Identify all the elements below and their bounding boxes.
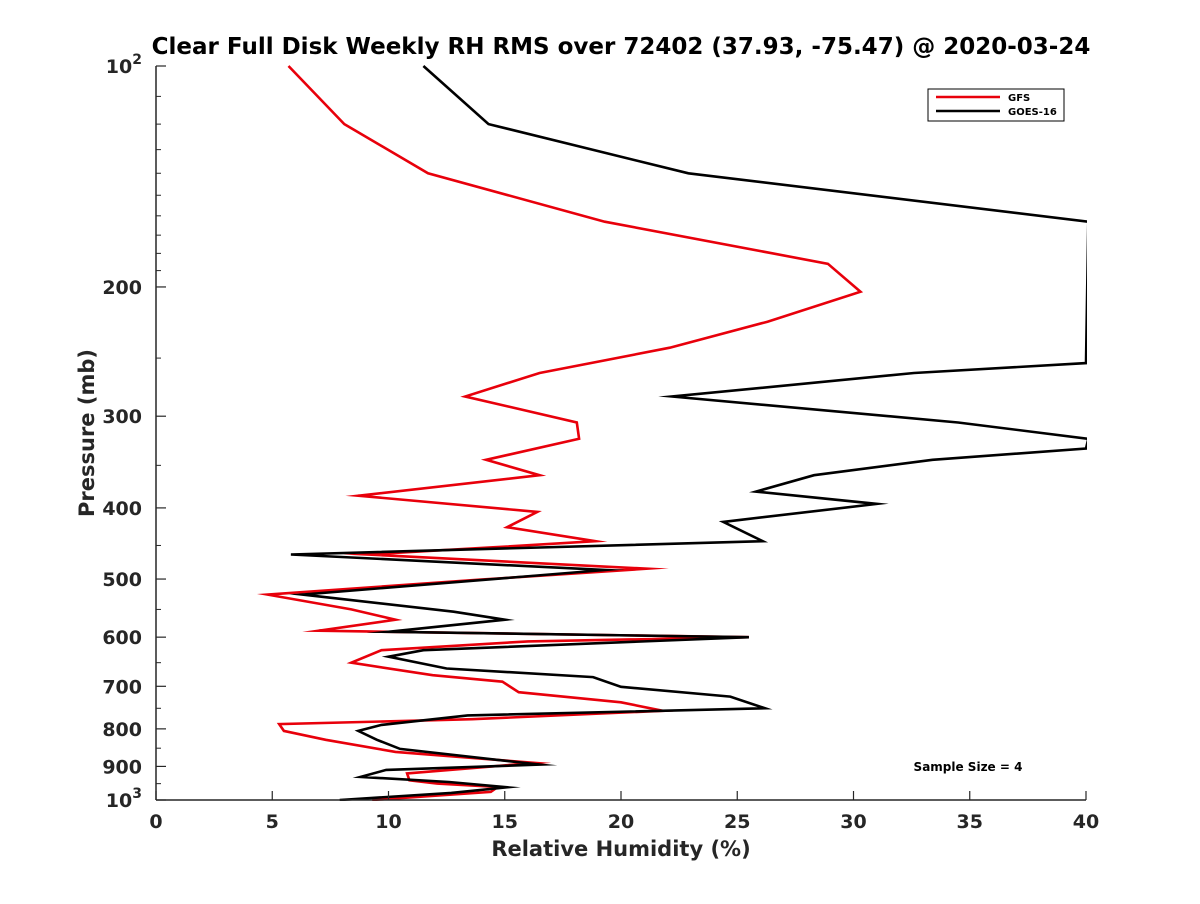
y-tick-label: 300 xyxy=(102,406,142,428)
x-tick-label: 40 xyxy=(1073,811,1099,833)
series-line-gfs xyxy=(256,65,864,801)
y-axis-label: Pressure (mb) xyxy=(75,349,99,517)
series-layer xyxy=(256,65,1087,801)
legend-label-goes16: GOES-16 xyxy=(1008,107,1057,118)
chart-title: Clear Full Disk Weekly RH RMS over 72402… xyxy=(152,34,1091,60)
legend-box xyxy=(927,88,1065,122)
x-tick-label: 10 xyxy=(375,811,401,833)
y-tick-label: 500 xyxy=(102,569,142,591)
x-tick-label: 25 xyxy=(724,811,750,833)
x-tick-label: 0 xyxy=(149,811,162,833)
y-tick-label: 102 xyxy=(106,52,142,78)
x-axis-label: Relative Humidity (%) xyxy=(491,837,750,861)
y-tick-label: 103 xyxy=(106,786,142,812)
x-tick-label: 30 xyxy=(840,811,866,833)
series-line-goes16 xyxy=(289,65,1087,801)
sample-size-annotation: Sample Size = 4 xyxy=(914,760,1023,774)
x-tick-label: 35 xyxy=(957,811,983,833)
y-tick-label: 700 xyxy=(102,676,142,698)
y-tick-label: 800 xyxy=(102,719,142,741)
legend-label-gfs: GFS xyxy=(1008,93,1030,104)
x-tick-label: 20 xyxy=(608,811,634,833)
y-tick-label: 600 xyxy=(102,627,142,649)
y-tick-label: 400 xyxy=(102,498,142,520)
legend: GFS GOES-16 xyxy=(927,88,1065,122)
y-tick-label: 200 xyxy=(102,277,142,299)
x-tick-label: 15 xyxy=(492,811,518,833)
y-tick-label: 900 xyxy=(102,756,142,778)
x-tick-label: 5 xyxy=(266,811,279,833)
axes-layer: 0 5 10 15 20 25 30 35 40 102 200 300 400 500 600 700 800… xyxy=(102,52,1099,833)
